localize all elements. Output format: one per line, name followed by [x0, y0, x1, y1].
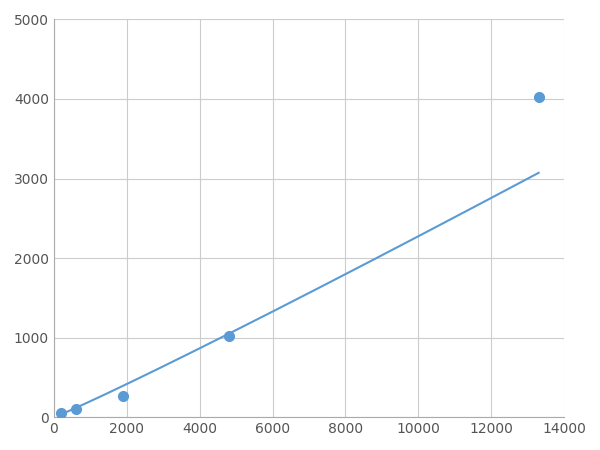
Point: [56, 410, 66, 417]
Point: [71, 406, 80, 413]
Point: [534, 94, 544, 101]
Point: [224, 333, 233, 340]
Point: [118, 392, 128, 399]
